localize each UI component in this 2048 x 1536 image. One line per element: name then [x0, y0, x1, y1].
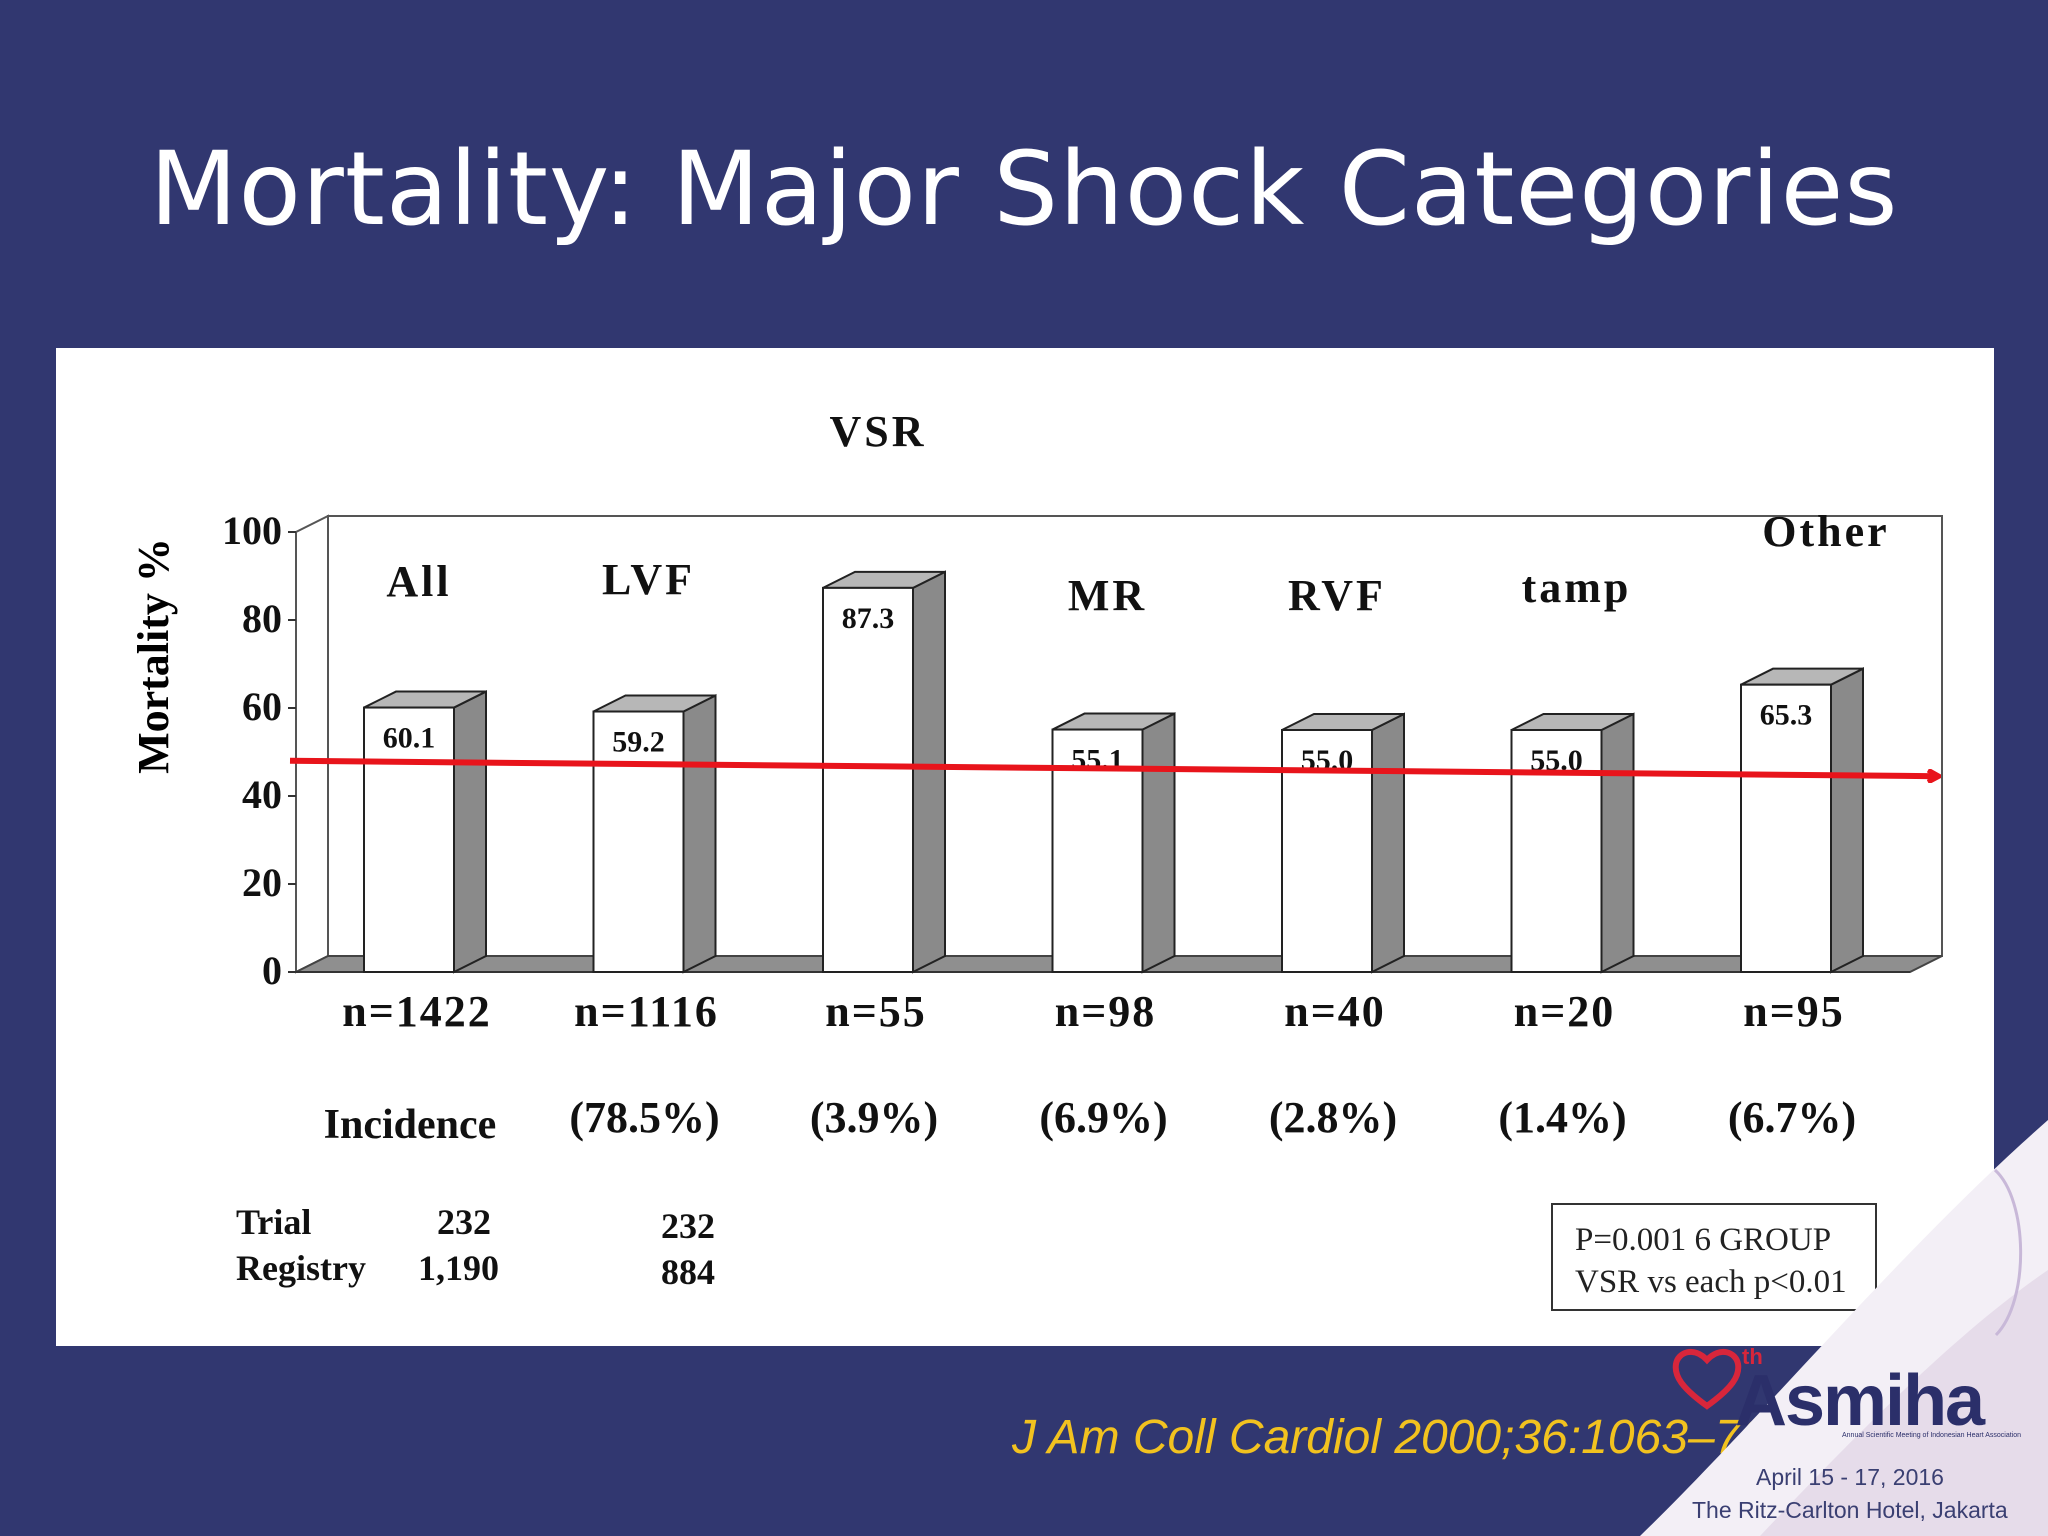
- bar-vsr: 87.3: [822, 570, 946, 974]
- category-label: tamp: [1522, 563, 1632, 612]
- logo-name: Asmiha: [1735, 1361, 1985, 1441]
- bars: 60.1 59.287.355.1 55.0 55.065.3: [363, 570, 1864, 974]
- category-label: Other: [1762, 507, 1889, 556]
- logo-subtitle: Annual Scientific Meeting of Indonesian …: [1842, 1432, 2021, 1439]
- bar-value-label: 60.1: [383, 722, 436, 755]
- citation: J Am Coll Cardiol 2000;36:1063–70: [1012, 1411, 1769, 1464]
- event-venue: The Ritz-Carlton Hotel, Jakarta: [1692, 1497, 2008, 1523]
- y-axis: 0 20 40 60 80 100: [222, 508, 296, 993]
- incidence-value: (2.8%): [1269, 1093, 1397, 1142]
- lvf-trial-value: 232: [661, 1206, 715, 1246]
- bar-face: [822, 586, 914, 973]
- n-label: n=20: [1514, 987, 1616, 1036]
- slide-title: Mortality: Major Shock Categories: [149, 130, 1899, 249]
- bar-face: [363, 706, 455, 973]
- bar-face: [592, 710, 685, 973]
- bar-all: 60.1: [363, 689, 487, 974]
- n-label: n=40: [1284, 987, 1386, 1036]
- stats-box: P=0.001 6 GROUP VSR vs each p<0.01: [1551, 1203, 1877, 1311]
- category-label: VSR: [829, 407, 926, 456]
- n-label: n=1116: [574, 987, 719, 1036]
- trial-label: Trial: [236, 1202, 311, 1242]
- stats-line-1: P=0.001 6 GROUP: [1575, 1222, 1831, 1258]
- bar-value-label: 87.3: [842, 602, 895, 635]
- n-label: n=98: [1055, 987, 1157, 1036]
- y-tick-label: 60: [242, 684, 282, 729]
- all-registry-value: 1,190: [418, 1248, 499, 1288]
- bar-lvf: 59.2: [592, 693, 717, 974]
- trend-arrow-group: [289, 757, 1938, 776]
- bar-face: [1740, 683, 1832, 973]
- stats-line-2: VSR vs each p<0.01: [1575, 1264, 1847, 1300]
- y-tick-label: 0: [262, 948, 282, 993]
- y-axis-label: Mortality %: [129, 538, 178, 774]
- n-label: n=95: [1743, 987, 1845, 1036]
- incidence-value: (6.9%): [1039, 1093, 1167, 1142]
- category-label: LVF: [602, 555, 695, 604]
- n-label: n=1422: [342, 987, 492, 1036]
- n-label: n=55: [825, 987, 927, 1036]
- y-tick-label: 40: [242, 772, 282, 817]
- incidence-value: (6.7%): [1728, 1093, 1856, 1142]
- heart-logo-icon: [1672, 1348, 1742, 1410]
- y-tick-label: 80: [242, 596, 282, 641]
- category-label: All: [386, 557, 451, 606]
- incidence-label: Incidence: [324, 1102, 497, 1148]
- bar-value-label: 65.3: [1760, 699, 1813, 732]
- x-labels: All n=1422 LVF n=1116 (78.5%) VSR n=55 (3.9%) MR…: [342, 407, 1889, 1142]
- incidence-value: (78.5%): [569, 1093, 719, 1142]
- all-trial-value: 232: [437, 1202, 491, 1242]
- event-dates: April 15 - 17, 2016: [1756, 1464, 1944, 1490]
- logo-ordinal: th: [1742, 1344, 1763, 1369]
- trend-arrow: [289, 757, 1938, 776]
- y-tick-label: 20: [242, 860, 282, 905]
- category-label: RVF: [1288, 571, 1386, 620]
- lvf-registry-value: 884: [661, 1252, 715, 1292]
- incidence-value: (1.4%): [1498, 1093, 1626, 1142]
- registry-label: Registry: [236, 1248, 366, 1288]
- y-tick-label: 100: [222, 508, 282, 553]
- bar-value-label: 59.2: [612, 726, 665, 759]
- incidence-value: (3.9%): [810, 1093, 938, 1142]
- bar-other: 65.3: [1740, 667, 1864, 974]
- trial-registry-table: Trial Registry 232 1,190 232 884: [236, 1202, 715, 1292]
- category-label: MR: [1068, 571, 1147, 620]
- stats-box-border: [1551, 1203, 1877, 1311]
- chart-panel: 0 20 40 60 80 100 60.1 59.2 87.3 55.1 55.0 55.0 65.…: [56, 348, 1994, 1346]
